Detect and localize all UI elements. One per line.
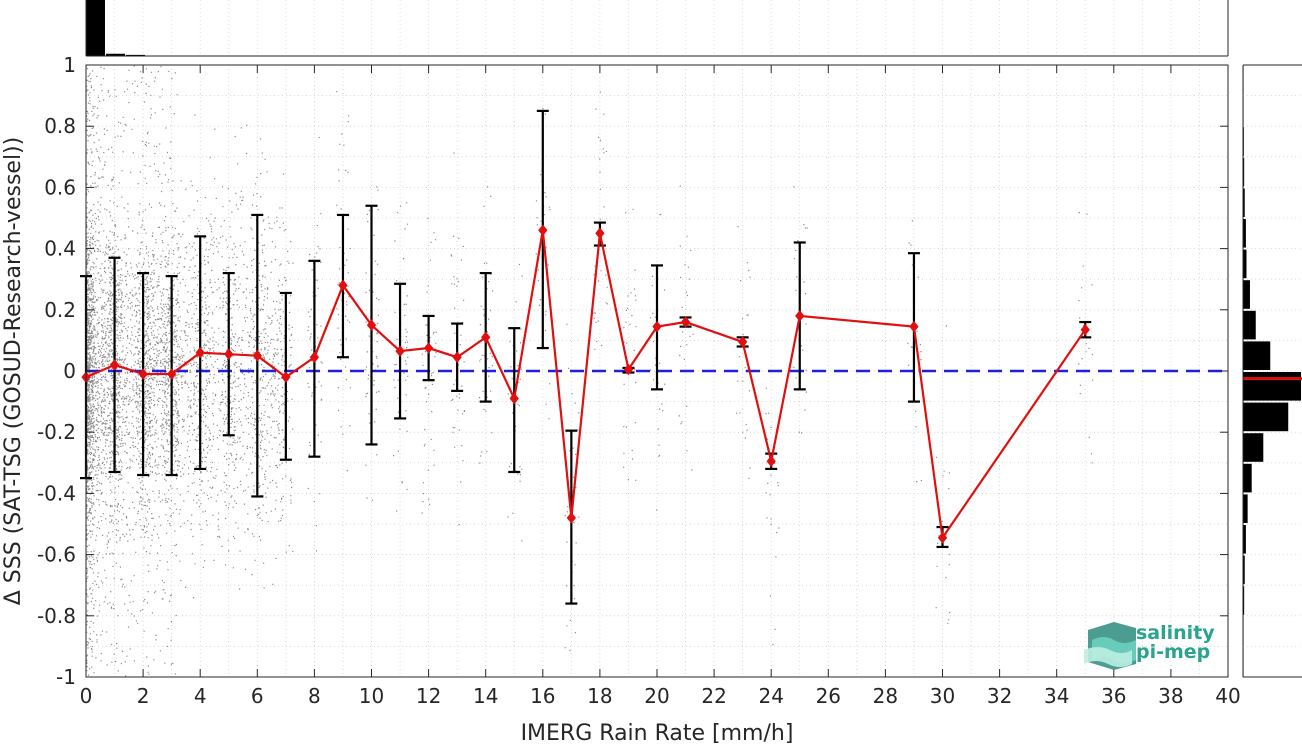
x-tick-label: 24 [758, 684, 783, 708]
y-tick-label: -0.2 [37, 420, 76, 444]
data-point [452, 351, 462, 364]
right-hist-bar [1243, 555, 1245, 585]
data-point [623, 363, 634, 376]
x-tick-label: 40 [1215, 684, 1240, 708]
data-point [395, 345, 405, 357]
y-tick-label: 0.6 [44, 175, 76, 199]
y-tick-label: 0.2 [44, 298, 76, 322]
logo-line-2: pi-mep [1136, 641, 1210, 663]
y-tick-label: -1 [56, 665, 76, 689]
data-point [795, 310, 805, 322]
data-point [167, 368, 177, 380]
y-tick-label: 0 [63, 359, 76, 383]
data-point [423, 342, 434, 354]
data-point [738, 336, 748, 348]
data-point [281, 371, 291, 383]
x-tick-label: 8 [308, 684, 321, 708]
right-hist-bar [1243, 188, 1245, 217]
data-point [595, 227, 605, 240]
top-hist-bar [105, 53, 125, 56]
data-point [652, 320, 662, 333]
top-hist-bar [86, 0, 105, 56]
y-tick-label: 0.4 [44, 237, 76, 261]
x-tick-label: 20 [644, 684, 669, 708]
x-axis-ticks: 0 2 4 6 8 10 12 14 16 18 20 22 24 26 28 30 32 34 36 38 40 [80, 65, 1241, 708]
x-tick-label: 36 [1101, 684, 1126, 708]
x-tick-label: 10 [359, 684, 384, 708]
main-plot-area: 0 2 4 6 8 10 12 14 16 18 20 22 24 26 28 30 32 34 36 38 40 -1… [37, 53, 1241, 708]
data-point [309, 351, 320, 364]
right-hist-bar [1243, 494, 1248, 523]
y-tick-label: 1 [63, 53, 76, 77]
x-tick-label: 26 [816, 684, 841, 708]
right-histogram [1242, 64, 1302, 678]
data-point [566, 512, 576, 524]
x-tick-label: 28 [873, 684, 898, 708]
data-point [366, 319, 377, 331]
x-tick-label: 32 [987, 684, 1012, 708]
data-point [538, 224, 548, 237]
right-hist-bar [1243, 402, 1289, 432]
x-tick-label: 6 [251, 684, 264, 708]
data-point [109, 359, 120, 371]
data-point [909, 320, 919, 333]
right-hist-bar [1243, 525, 1246, 554]
right-hist-bar [1243, 310, 1256, 340]
right-hist-bar [1243, 586, 1245, 615]
y-tick-label: -0.6 [37, 543, 76, 567]
x-tick-label: 38 [1158, 684, 1183, 708]
mean-markers [81, 224, 1090, 544]
y-tick-label: -0.4 [37, 481, 76, 505]
x-tick-label: 18 [587, 684, 612, 708]
x-tick-label: 22 [701, 684, 726, 708]
data-point [680, 316, 691, 328]
data-point [195, 346, 205, 359]
x-tick-label: 14 [473, 684, 498, 708]
data-point [481, 331, 491, 344]
x-axis-title: IMERG Rain Rate [mm/h] [521, 721, 794, 745]
data-point [509, 392, 519, 405]
y-axis-title: Δ SSS (SAT-TSG (GOSUD-Research-vessel)) [1, 137, 26, 605]
x-tick-label: 30 [930, 684, 955, 708]
data-point [224, 348, 234, 360]
x-tick-label: 0 [80, 684, 93, 708]
x-tick-label: 12 [416, 684, 441, 708]
top-histogram [85, 0, 1229, 57]
x-tick-label: 16 [530, 684, 555, 708]
mean-line [85, 230, 1087, 541]
data-point [1080, 323, 1090, 336]
right-hist-bar [1243, 463, 1252, 493]
data-point [338, 279, 348, 292]
right-hist-bar [1243, 372, 1301, 401]
top-hist-bar [125, 54, 145, 56]
data-point [766, 455, 776, 468]
x-tick-label: 34 [1044, 684, 1069, 708]
x-tick-label: 2 [137, 684, 150, 708]
right-hist-bar [1243, 280, 1250, 309]
data-point [138, 368, 148, 380]
data-point [252, 349, 262, 362]
y-tick-label: -0.8 [37, 604, 76, 628]
right-hist-bar [1243, 219, 1246, 248]
right-hist-bar [1243, 341, 1271, 370]
y-tick-label: 0.8 [44, 114, 76, 138]
y-axis-ticks: -1 -0.8 -0.6 -0.4 -0.2 0 0.2 0.4 0.6 0.8 1 [37, 53, 1228, 689]
logo-line-1: salinity [1136, 622, 1215, 644]
right-hist-bar [1243, 157, 1245, 187]
x-tick-label: 4 [194, 684, 207, 708]
data-point [937, 531, 948, 544]
right-hist-bar [1243, 433, 1264, 462]
right-hist-bar [1243, 249, 1247, 279]
salinity-pi-mep-logo: salinity pi-mep [1084, 622, 1215, 670]
